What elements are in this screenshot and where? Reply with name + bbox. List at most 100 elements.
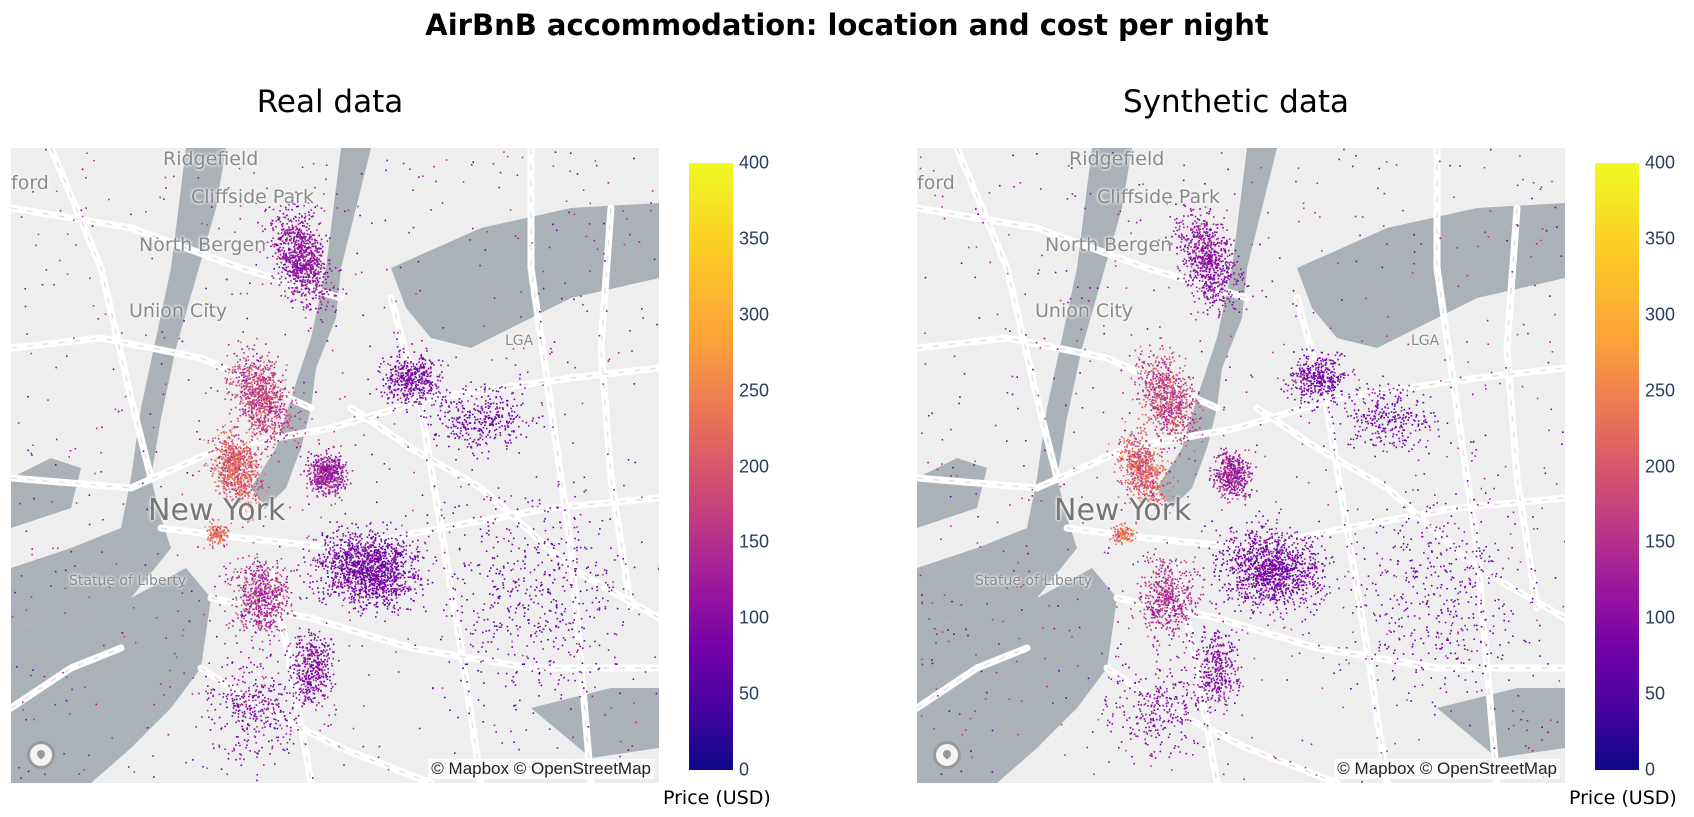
map-real[interactable]: Ridgefield ford Cliffside Park North Ber… — [11, 148, 659, 783]
listing-point — [203, 464, 206, 467]
listing-point — [290, 238, 292, 241]
listing-point — [282, 267, 285, 270]
listing-point — [389, 555, 392, 557]
listing-point — [242, 465, 245, 467]
listing-point — [382, 563, 384, 566]
listing-point — [340, 539, 342, 542]
listing-point — [353, 572, 356, 575]
listing-point — [312, 265, 314, 268]
listing-point — [325, 582, 327, 584]
listing-point — [404, 560, 407, 563]
listing-point — [240, 477, 242, 480]
listing-point — [236, 461, 239, 464]
listing-point — [249, 441, 251, 443]
listing-point — [260, 380, 262, 383]
listing-point — [252, 348, 255, 351]
listing-point — [332, 532, 335, 534]
listing-point — [285, 277, 287, 280]
listing-point — [272, 410, 274, 412]
listing-point — [320, 459, 323, 462]
listing-point — [327, 275, 329, 278]
listing-point — [371, 537, 373, 539]
listing-point — [371, 557, 374, 560]
listing-point — [348, 557, 351, 559]
listing-point — [251, 365, 254, 367]
listing-point — [271, 427, 273, 430]
listing-point — [223, 466, 225, 469]
listing-point — [321, 281, 324, 283]
listing-point — [280, 575, 283, 578]
listing-point — [369, 566, 371, 569]
listing-point — [240, 397, 243, 400]
listing-point — [229, 456, 232, 459]
listing-point — [274, 589, 277, 592]
listing-point — [290, 300, 292, 303]
listing-point — [338, 463, 340, 465]
listing-point — [305, 306, 308, 308]
listing-point — [290, 401, 293, 404]
listing-point — [389, 565, 392, 568]
listing-point — [403, 542, 405, 544]
listing-point — [272, 401, 275, 403]
listing-point — [249, 364, 252, 367]
listing-point — [290, 220, 293, 223]
listing-point — [425, 610, 427, 613]
listing-point — [343, 549, 346, 551]
listing-point — [374, 578, 376, 580]
listing-point — [247, 411, 249, 413]
listing-point — [247, 457, 250, 460]
listing-point — [219, 471, 221, 474]
listing-point — [374, 592, 377, 595]
listing-point — [279, 405, 282, 407]
listing-point — [256, 615, 258, 617]
listing-point — [297, 564, 300, 566]
listing-point — [222, 460, 225, 463]
listing-point — [223, 432, 226, 435]
listing-point — [242, 585, 245, 588]
listing-point — [287, 597, 290, 599]
listing-point — [322, 468, 325, 471]
listing-point — [300, 266, 303, 269]
listing-point — [268, 390, 271, 393]
listing-point — [323, 466, 326, 468]
listing-point — [376, 611, 378, 614]
listing-point — [268, 378, 271, 380]
listing-point — [269, 376, 271, 379]
listing-point — [319, 471, 322, 474]
listing-point — [361, 548, 364, 551]
listing-point — [400, 552, 402, 555]
listing-point — [364, 574, 366, 577]
listing-point — [254, 590, 256, 592]
listing-point — [363, 590, 365, 592]
listing-point — [274, 610, 277, 612]
listing-point — [324, 539, 326, 541]
listing-point — [377, 560, 379, 562]
listing-point — [307, 268, 310, 270]
listing-point — [270, 222, 272, 224]
listing-point — [263, 618, 265, 621]
listing-point — [381, 587, 384, 589]
listing-point — [322, 276, 325, 278]
listing-point — [249, 420, 251, 422]
listing-point — [371, 584, 374, 586]
listing-point — [251, 416, 254, 419]
listing-point — [318, 258, 320, 261]
listing-point — [325, 560, 327, 563]
listing-point — [226, 536, 229, 538]
listing-point — [266, 403, 268, 405]
listing-point — [244, 490, 246, 493]
listing-point — [303, 252, 305, 254]
listing-point — [223, 458, 226, 461]
listing-point — [329, 541, 332, 543]
listing-point — [318, 223, 320, 225]
listing-point — [220, 445, 223, 448]
listing-point — [357, 550, 360, 553]
listing-point — [373, 550, 376, 552]
listing-point — [239, 447, 242, 449]
listing-point — [233, 464, 236, 466]
listing-point — [253, 473, 255, 476]
listing-point — [238, 474, 240, 476]
listing-point — [365, 586, 367, 588]
listing-point — [290, 271, 293, 273]
listing-point — [299, 279, 301, 282]
